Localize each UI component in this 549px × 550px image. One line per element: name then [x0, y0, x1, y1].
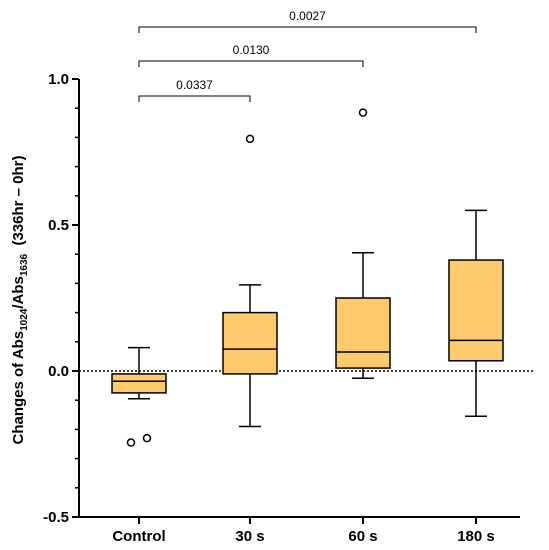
bracket-line — [138, 26, 477, 33]
bracket-line — [138, 95, 251, 102]
bracket-line — [138, 60, 364, 67]
outlier-point — [126, 438, 136, 447]
axes: -0.5 0.0 0.5 1.0 Control 30 s 60 s 180 s — [43, 71, 535, 545]
significance-bracket: 0.0027 — [138, 9, 477, 33]
box-marks — [111, 108, 504, 447]
p-value-label: 0.0027 — [289, 9, 326, 23]
box-180-s — [448, 209, 504, 418]
box-control — [111, 346, 167, 447]
y-axis-label-prefix: Changes of Abs — [10, 331, 27, 445]
y-axis-label-sub1: 1024 — [19, 308, 30, 331]
y-tick-label: -0.5 — [43, 509, 69, 526]
y-axis-label-suffix: (336hr – 0hr) — [10, 155, 27, 253]
significance-bracket: 0.0130 — [138, 43, 364, 67]
p-value-label: 0.0130 — [233, 43, 270, 57]
outlier-point — [142, 433, 152, 443]
x-tick-label: 180 s — [457, 528, 495, 545]
outlier-point — [245, 134, 255, 144]
y-axis-label-mid: /Abs — [10, 276, 27, 309]
y-axis-label: Changes of Abs1024/Abs1636 (336hr – 0hr) — [10, 155, 30, 444]
significance-brackets: 0.0337 0.0130 0.0027 — [138, 9, 477, 102]
y-tick-label: 1.0 — [48, 71, 69, 88]
box-iqr — [111, 373, 167, 394]
x-tick-label: Control — [112, 528, 165, 545]
box-iqr — [448, 259, 504, 362]
x-tick-label: 30 s — [235, 528, 264, 545]
box-iqr — [335, 297, 391, 369]
significance-bracket: 0.0337 — [138, 78, 251, 102]
y-tick-label: 0.0 — [48, 363, 69, 380]
y-axis-label-sub2: 1636 — [19, 253, 30, 276]
outlier-point — [358, 108, 368, 117]
y-tick-label: 0.5 — [48, 217, 69, 234]
box-60-s — [335, 108, 391, 380]
box-30-s — [222, 134, 278, 428]
box-iqr — [222, 311, 278, 375]
p-value-label: 0.0337 — [176, 78, 213, 92]
x-tick-label: 60 s — [348, 528, 377, 545]
